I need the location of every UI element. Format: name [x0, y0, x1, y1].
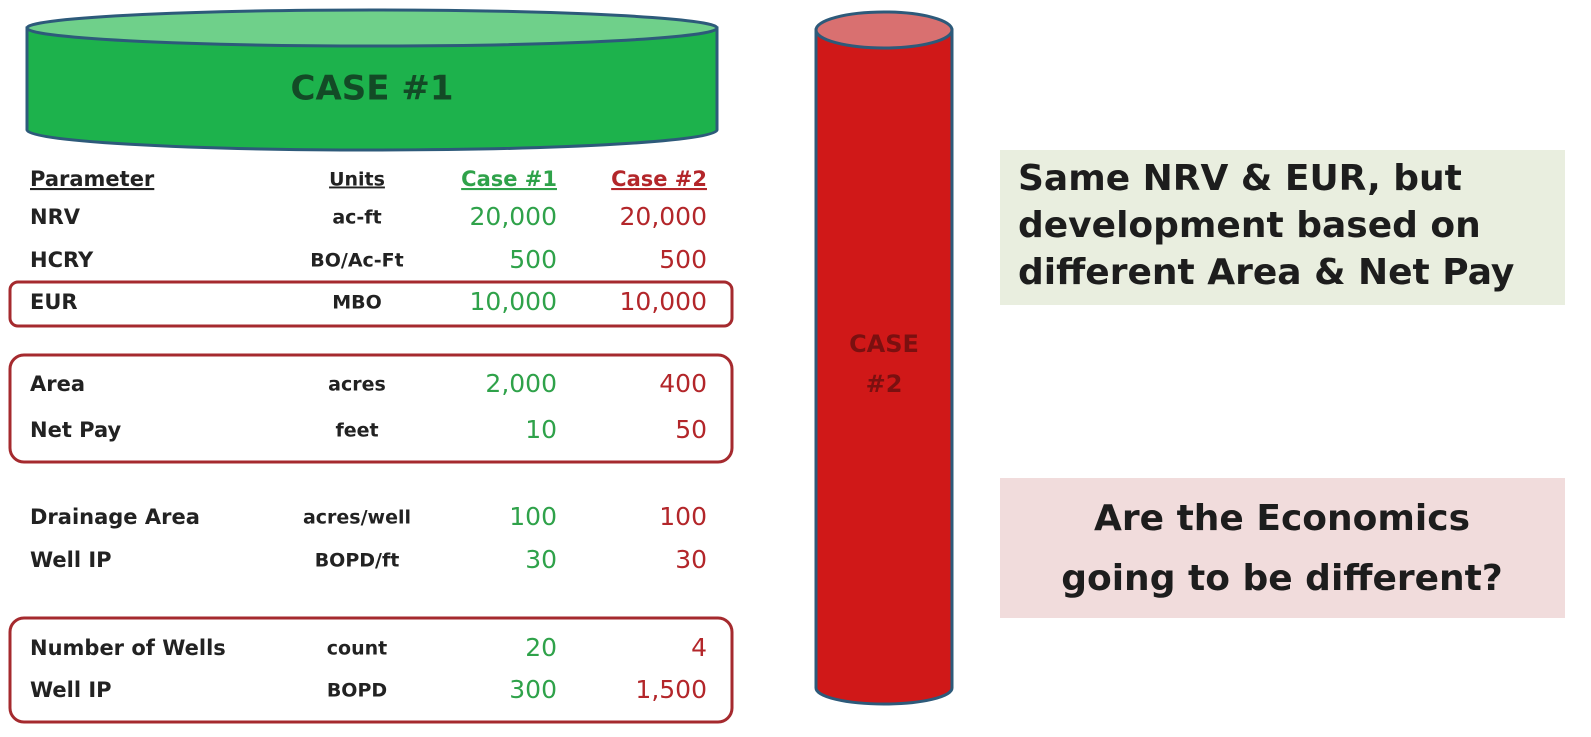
table-cell: 400 — [659, 369, 707, 398]
table-cell: MBO — [332, 292, 382, 314]
table-cell: BO/Ac-Ft — [310, 250, 404, 272]
callout-text: Same NRV & EUR, but — [1018, 158, 1462, 199]
case2-label: CASE — [849, 330, 919, 358]
table-cell: 300 — [509, 675, 557, 704]
slide: CASE #1 CASE #2 Parameter Units Case #1 Cas… — [0, 0, 1591, 737]
case2-cylinder: CASE #2 — [816, 12, 952, 704]
table-cell: EUR — [30, 290, 78, 314]
table-cell: 500 — [659, 245, 707, 274]
table-cell: ac-ft — [332, 207, 381, 229]
case2-label: #2 — [866, 370, 903, 398]
table-cell: 10 — [525, 415, 557, 444]
table-cell: feet — [335, 420, 378, 442]
table-cell: BOPD — [327, 680, 387, 702]
callout-text: going to be different? — [1061, 558, 1503, 599]
table-cell: 1,500 — [635, 675, 707, 704]
table-cell: 20 — [525, 633, 557, 662]
case1-label: CASE #1 — [291, 69, 454, 109]
callout-text: Are the Economics — [1094, 498, 1470, 539]
table-cell: 10,000 — [470, 287, 557, 316]
table-cell: HCRY — [30, 248, 94, 272]
table-cell: acres/well — [303, 507, 411, 529]
table-cell: 500 — [509, 245, 557, 274]
table-cell: 20,000 — [470, 202, 557, 231]
highlight-box — [10, 618, 732, 722]
callout-text: development based on — [1018, 205, 1481, 246]
table-cell: Well IP — [30, 678, 112, 702]
table-cell: 50 — [675, 415, 707, 444]
case1-cylinder: CASE #1 — [27, 10, 717, 150]
table-cell: Area — [30, 372, 85, 396]
table-cell: NRV — [30, 205, 81, 229]
table-cell: Well IP — [30, 548, 112, 572]
table-cell: BOPD/ft — [315, 550, 400, 572]
header-cell: Parameter — [30, 167, 155, 191]
header-cell: Case #2 — [611, 167, 707, 191]
table-cell: acres — [328, 374, 386, 396]
table-cell: Drainage Area — [30, 505, 200, 529]
table-cell: Net Pay — [30, 418, 122, 442]
table-cell: Number of Wells — [30, 636, 226, 660]
table-cell: 4 — [691, 633, 707, 662]
callout-text: different Area & Net Pay — [1018, 252, 1514, 293]
table-cell: 30 — [525, 545, 557, 574]
highlight-box — [10, 355, 732, 462]
parameter-table: Parameter Units Case #1 Case #2 NRV ac-ft 20,0… — [30, 167, 707, 704]
table-cell: 30 — [675, 545, 707, 574]
table-cell: 100 — [659, 502, 707, 531]
table-cell: 20,000 — [620, 202, 707, 231]
table-cell: count — [327, 638, 387, 660]
header-cell: Units — [329, 169, 385, 191]
table-cell: 100 — [509, 502, 557, 531]
table-cell: 10,000 — [620, 287, 707, 316]
table-cell: 2,000 — [485, 369, 557, 398]
header-cell: Case #1 — [461, 167, 557, 191]
